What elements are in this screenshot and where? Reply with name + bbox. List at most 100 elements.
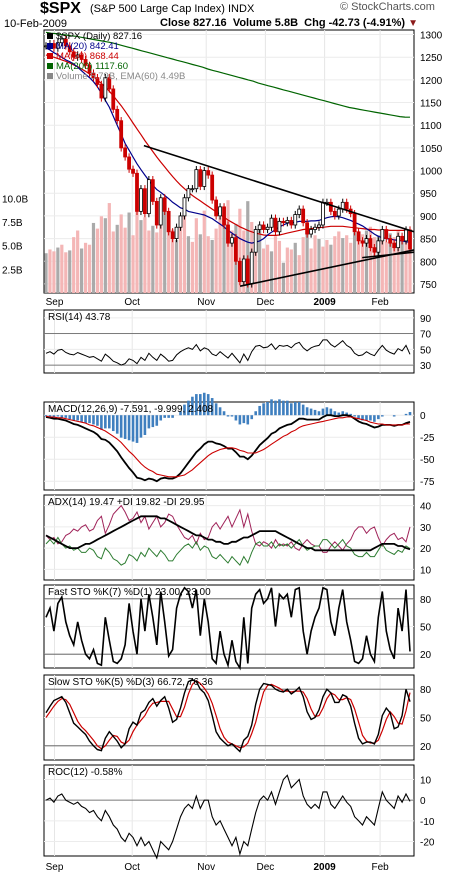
volume-bar xyxy=(123,227,127,293)
price-candle xyxy=(83,59,88,66)
macd-histogram-bar xyxy=(88,415,91,424)
macd-histogram-bar xyxy=(143,415,147,435)
macd-histogram-bar xyxy=(191,396,194,416)
price-candle xyxy=(202,170,207,187)
legend-entry-3: MA(200) 1117.60 xyxy=(56,61,128,72)
price-candle xyxy=(380,229,385,242)
macd-histogram-bar xyxy=(321,408,325,416)
macd-title: MACD(12,26,9) -7.591, -9.999, 2.408 xyxy=(48,404,214,415)
volume-bar xyxy=(317,239,321,293)
price-candle xyxy=(305,222,310,235)
faststo-line xyxy=(45,586,411,671)
month-label-top: Feb xyxy=(371,297,389,308)
volume-bar xyxy=(48,249,52,293)
price-candle xyxy=(71,51,76,58)
price-candle xyxy=(384,229,389,239)
price-axis-tick-label: 800 xyxy=(420,257,437,268)
price-candle xyxy=(234,237,238,262)
price-candle xyxy=(249,251,254,285)
price-candle xyxy=(408,229,412,250)
price-candle xyxy=(107,77,112,90)
adx-axis-tick-label: 40 xyxy=(420,502,432,513)
volume-tick-label: 2.5B xyxy=(2,265,23,276)
macd-histogram-bar xyxy=(369,415,372,421)
volume-bar xyxy=(368,226,373,293)
price-candle xyxy=(222,206,226,226)
price-candle xyxy=(91,72,96,79)
macd-histogram-bar xyxy=(68,415,72,420)
macd-histogram-bar xyxy=(365,415,368,421)
volume-bar xyxy=(404,236,408,293)
panel-frame-roc xyxy=(43,764,415,857)
price-candle xyxy=(63,38,68,47)
volume-bar xyxy=(214,228,218,293)
adx-line xyxy=(45,515,411,552)
macd-histogram-bar xyxy=(325,407,329,416)
price-axis-tick-label: 1300 xyxy=(420,31,443,42)
macd-histogram-bar xyxy=(111,415,115,432)
quote-line: Close 827.16 Volume 5.8B Chg -42.73 (-4.… xyxy=(160,17,418,29)
volume-bar xyxy=(190,241,194,293)
price-candle xyxy=(328,201,333,212)
macd-histogram-bar xyxy=(274,400,277,416)
volume-bar xyxy=(178,222,183,293)
price-candle xyxy=(376,240,381,253)
price-candle xyxy=(301,208,306,224)
volume-bar xyxy=(265,244,270,293)
macd-histogram-bar xyxy=(238,415,242,425)
volume-bar xyxy=(277,240,282,293)
volume-bar xyxy=(202,210,206,293)
price-candle xyxy=(186,188,191,199)
volume-bar xyxy=(273,236,278,293)
volume-bar xyxy=(372,237,376,293)
faststo-axis-tick-label: 20 xyxy=(420,650,432,661)
panel-frame-adx xyxy=(43,494,415,581)
adx-title: ADX(14) 19.47 +DI 19.82 -DI 29.95 xyxy=(48,497,205,508)
volume-bar xyxy=(95,228,100,293)
chg-value: -42.73 (-4.91%) xyxy=(328,17,406,29)
volume-bar xyxy=(333,236,337,293)
month-label-bottom: Dec xyxy=(257,862,275,873)
month-label-top: 2009 xyxy=(313,297,336,308)
macd-histogram-bar xyxy=(286,400,289,416)
price-candle xyxy=(297,208,302,215)
macd-histogram-bar xyxy=(266,402,269,416)
volume-bar xyxy=(289,249,293,293)
volume-bar xyxy=(107,203,111,293)
macd-histogram-bar xyxy=(282,400,285,416)
faststo-title: Fast STO %K(7) %D(1) 23.00, 23.00 xyxy=(48,587,211,598)
ma200-line xyxy=(45,31,411,118)
price-candle xyxy=(95,77,100,85)
macd-histogram-bar xyxy=(349,413,352,416)
legend-swatch xyxy=(47,63,53,69)
price-candle xyxy=(237,260,242,283)
down-triangle-icon: ▼ xyxy=(408,18,419,29)
slowsto-d-line xyxy=(45,679,411,750)
macd-histogram-bar xyxy=(218,407,222,416)
legend-entry-0: $SPX (Daily) 827.16 xyxy=(56,31,142,42)
price-axis-tick-label: 750 xyxy=(420,280,437,291)
month-label-bottom: Sep xyxy=(46,862,64,873)
macd-histogram-bar xyxy=(123,415,127,439)
rsi-line xyxy=(45,339,411,366)
volume-bar xyxy=(80,248,84,293)
roc-axis-tick-label: 0 xyxy=(420,796,426,807)
macd-axis-tick-label: -50 xyxy=(420,455,435,466)
volume-value: 5.8B xyxy=(274,17,299,29)
price-candle xyxy=(281,220,286,224)
macd-histogram-bar xyxy=(297,402,301,416)
price-axis-tick-label: 1250 xyxy=(420,53,443,64)
volume-bar xyxy=(139,220,143,293)
rsi-axis-tick-label: 50 xyxy=(420,345,432,356)
macd-histogram-bar xyxy=(214,403,218,416)
price-candle xyxy=(257,224,262,230)
macd-histogram-bar xyxy=(187,400,190,416)
price-candle xyxy=(269,217,274,228)
roc-line xyxy=(45,774,411,860)
price-candle xyxy=(253,229,258,253)
month-label-bottom: Feb xyxy=(371,862,389,873)
volume-bar xyxy=(119,214,123,293)
macd-histogram-bar xyxy=(56,415,60,417)
macd-histogram-bar xyxy=(183,404,186,416)
volume-bar xyxy=(337,231,341,293)
